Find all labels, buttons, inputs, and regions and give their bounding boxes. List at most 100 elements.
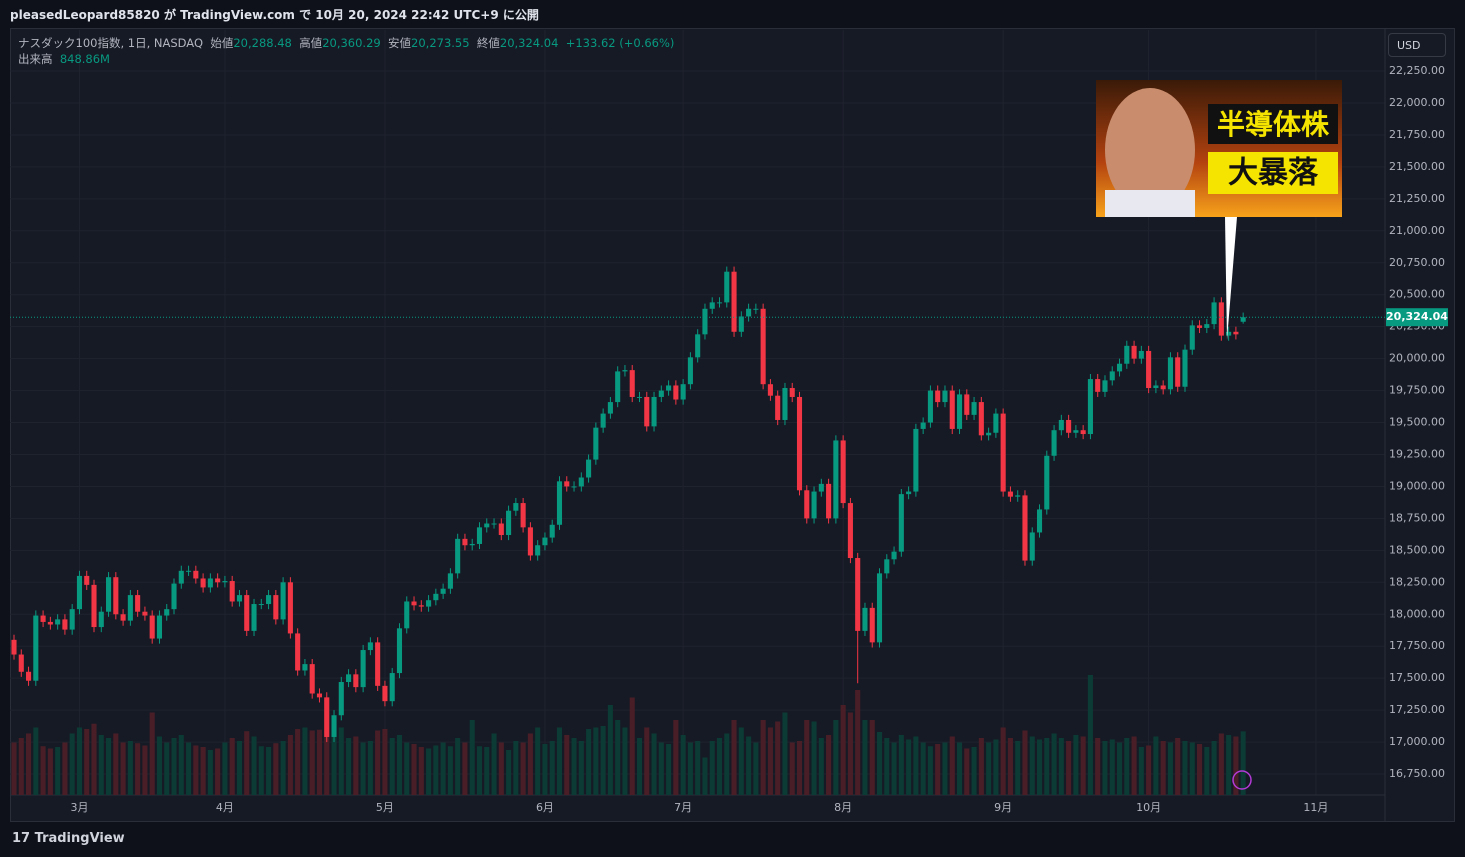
volume-bar [1138, 747, 1144, 795]
candle-body [811, 491, 817, 519]
candle-body [1015, 495, 1021, 497]
candle-body [98, 611, 104, 628]
volume-bar [964, 748, 970, 795]
volume-bar [309, 730, 315, 795]
last-price-label: 20,324.04 [1386, 310, 1448, 323]
candle-body [658, 390, 664, 397]
candle-body [287, 582, 293, 634]
candle-body [651, 396, 657, 427]
candle-body [687, 357, 693, 385]
volume-bar [418, 747, 424, 795]
volume-bar [142, 745, 148, 795]
candle-body [1007, 491, 1013, 497]
candle-body [818, 483, 824, 492]
volume-bar [1051, 733, 1057, 795]
volume-bar [695, 741, 701, 795]
candle-body [513, 503, 519, 511]
volume-bar [1196, 744, 1203, 795]
candle-body [826, 483, 832, 519]
candle-body [695, 334, 701, 358]
candle-body [1240, 317, 1246, 322]
candle-body [498, 523, 504, 536]
volume-bar [236, 741, 243, 795]
volume-bar [1087, 675, 1093, 795]
y-tick-label: 21,500.00 [1389, 160, 1445, 173]
volume-bar [55, 747, 61, 795]
candle-body [906, 491, 912, 495]
candle-body [535, 545, 541, 556]
volume-bar [622, 727, 628, 795]
thumbnail-caption: 大暴落 [1228, 156, 1319, 191]
candle-body [236, 595, 243, 602]
ohlc-value: 20,273.55 [411, 36, 470, 50]
candle-body [156, 615, 163, 639]
volume-bar [949, 736, 955, 795]
candle-body [1066, 419, 1072, 433]
ohlc-label: 始値 [210, 36, 234, 50]
volume-bar [513, 741, 519, 795]
volume-bar [506, 750, 512, 795]
volume-bar [1109, 739, 1115, 795]
currency-button[interactable]: USD [1388, 33, 1446, 57]
x-tick-label: 10月 [1136, 801, 1161, 814]
candle-body [1124, 345, 1130, 364]
candle-body [869, 607, 875, 643]
candle-body [178, 570, 184, 584]
volume-bar [775, 721, 781, 795]
candle-body [753, 308, 759, 310]
candle-body [266, 595, 272, 605]
x-tick-label: 6月 [536, 801, 554, 814]
y-tick-label: 19,250.00 [1389, 447, 1445, 460]
candle-body [833, 440, 839, 519]
candle-body [804, 490, 810, 519]
candle-body [840, 440, 846, 504]
volume-bar [942, 742, 948, 795]
candle-body [76, 575, 83, 610]
volume-bar [600, 726, 606, 795]
candle-body [309, 664, 315, 694]
candle-body [796, 396, 803, 491]
volume-bar [215, 748, 221, 795]
candle-body [636, 396, 643, 398]
shirt [1105, 190, 1195, 217]
volume-bar [1167, 742, 1173, 795]
volume-bar [1095, 738, 1101, 795]
volume-bar [1044, 738, 1050, 795]
volume-bar [127, 741, 133, 795]
candle-body [978, 402, 984, 436]
candle-body [731, 271, 737, 332]
volume-bar [716, 738, 723, 795]
volume-bar [156, 736, 163, 795]
candle-body [527, 527, 533, 556]
volume-bar [426, 748, 432, 795]
volume-bar [229, 738, 235, 795]
volume-bar [1036, 739, 1043, 795]
volume-bar [389, 738, 395, 795]
volume-bar [469, 720, 475, 795]
candle-body [673, 385, 679, 400]
volume-bar [476, 746, 483, 795]
candle-body [847, 503, 853, 559]
volume-bar [644, 727, 650, 795]
candle-body [389, 673, 395, 702]
candle-body [1058, 419, 1064, 431]
volume-bar [1066, 741, 1072, 795]
candle-body [469, 543, 475, 546]
candle-body [1138, 350, 1144, 359]
volume-bar [535, 727, 541, 795]
candle-body [680, 384, 686, 400]
candle-body [629, 370, 635, 397]
candle-body [346, 674, 352, 683]
candle-body [586, 459, 592, 478]
legend-row: ナスダック100指数, 1日, NASDAQ 始値20,288.48 高値20,… [18, 35, 674, 51]
volume-bar [178, 735, 184, 795]
volume-bar [375, 730, 381, 795]
y-tick-label: 18,750.00 [1389, 511, 1445, 524]
candle-body [375, 642, 381, 686]
candle-body [644, 396, 650, 427]
candle-body [455, 538, 461, 574]
candle-body [295, 633, 301, 671]
ohlc-value: 20,324.04 [499, 36, 559, 50]
volume-bar [207, 750, 213, 795]
